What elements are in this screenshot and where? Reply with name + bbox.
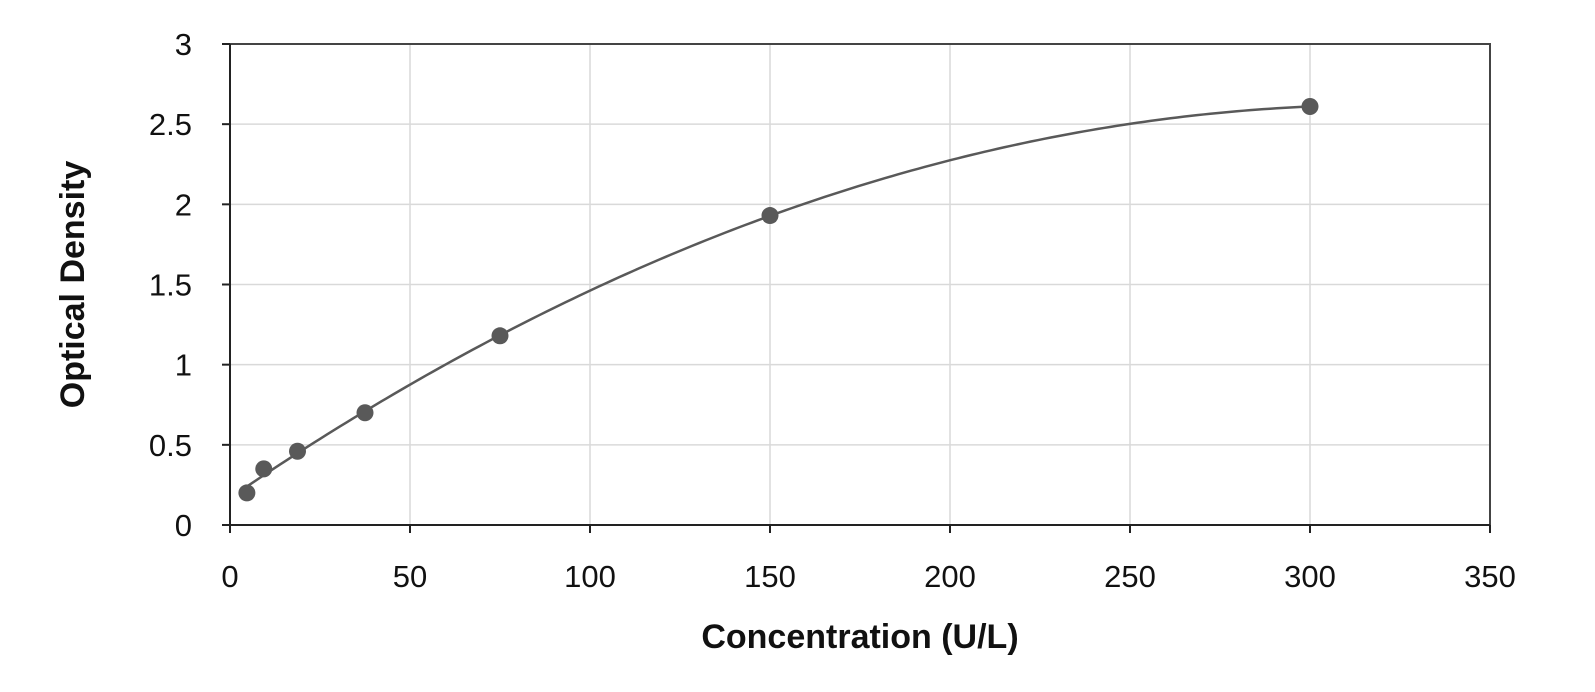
- grid: [230, 44, 1490, 525]
- x-tick-label-1: 50: [393, 559, 427, 594]
- y-tick-label-0: 0: [175, 508, 192, 543]
- y-tick-label-3: 1.5: [149, 268, 192, 303]
- x-tick-label-3: 150: [744, 559, 796, 594]
- data-point-5: [761, 207, 779, 225]
- axes: [222, 43, 1491, 533]
- fit-curve: [246, 105, 1311, 488]
- y-tick-label-4: 2: [175, 187, 192, 222]
- data-point-6: [1301, 98, 1319, 116]
- data-point-3: [356, 404, 374, 422]
- x-tick-label-7: 350: [1464, 559, 1516, 594]
- y-tick-label-6: 3: [175, 27, 192, 62]
- x-tick-label-6: 300: [1284, 559, 1336, 594]
- x-tick-label-2: 100: [564, 559, 616, 594]
- data-points: [238, 98, 1319, 502]
- y-tick-labels: 0 0.5 1 1.5 2 2.5 3: [149, 27, 192, 543]
- y-axis-title: Optical Density: [54, 161, 92, 409]
- x-tick-labels: 0 50 100 150 200 250 300 350: [221, 559, 1515, 594]
- data-point-1: [255, 460, 273, 478]
- x-tick-label-0: 0: [221, 559, 238, 594]
- y-tick-label-2: 1: [175, 348, 192, 383]
- y-tick-label-1: 0.5: [149, 428, 192, 463]
- x-tick-label-4: 200: [924, 559, 976, 594]
- x-axis-title: Concentration (U/L): [701, 618, 1018, 656]
- data-point-4: [491, 327, 509, 345]
- y-tick-label-5: 2.5: [149, 107, 192, 142]
- x-tick-label-5: 250: [1104, 559, 1156, 594]
- data-point-0: [238, 484, 256, 502]
- data-point-2: [289, 442, 306, 460]
